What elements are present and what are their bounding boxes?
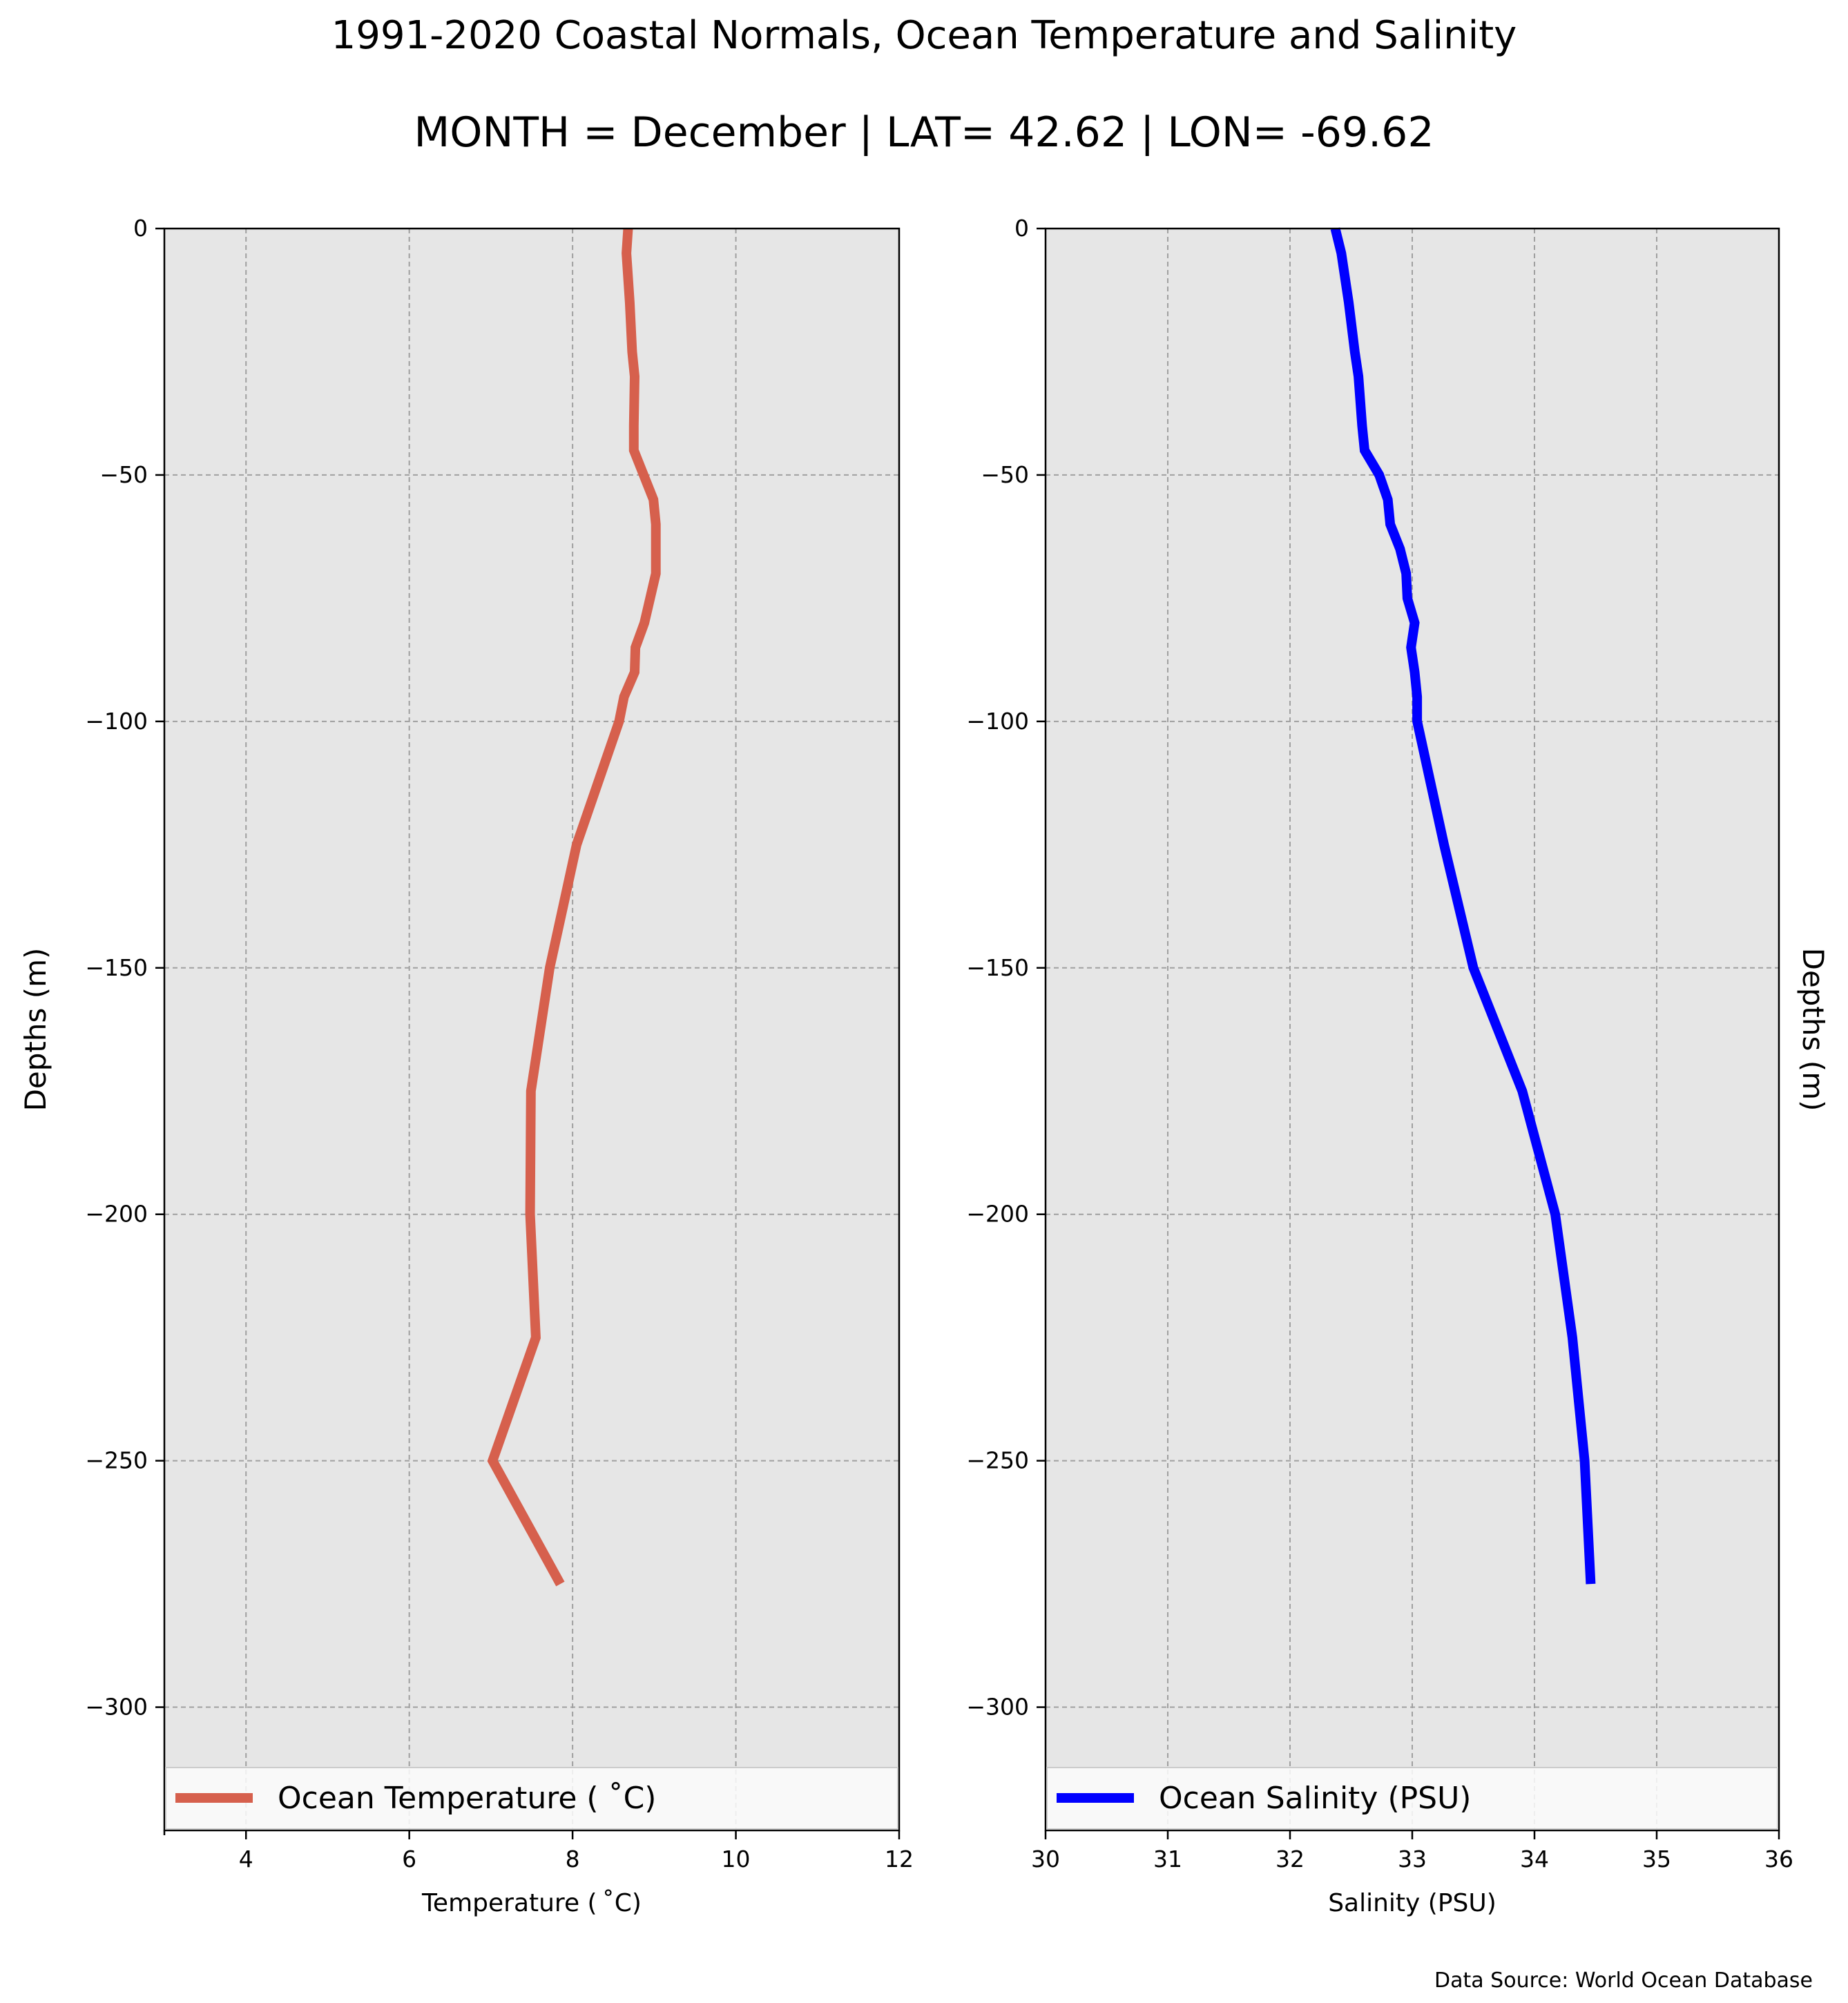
salinity-xtick-label: 34 <box>1520 1846 1549 1873</box>
salinity-xtick-label: 32 <box>1276 1846 1305 1873</box>
salinity-xtick-label: 33 <box>1398 1846 1427 1873</box>
salinity-xtick-label: 35 <box>1642 1846 1671 1873</box>
temperature-ytick-label: −300 <box>85 1694 148 1721</box>
salinity-ytick-label: −150 <box>966 954 1029 981</box>
temperature-xtick-label: 6 <box>402 1846 416 1873</box>
temperature-ytick-label: −150 <box>85 954 148 981</box>
temperature-xtick-label: 12 <box>885 1846 914 1873</box>
temperature-legend-label: Ocean Temperature ( ˚C) <box>278 1781 656 1816</box>
temperature-ytick-label: −200 <box>85 1201 148 1228</box>
salinity-legend: Ocean Salinity (PSU) <box>1046 1767 1778 1830</box>
temperature-xtick-label: 10 <box>722 1846 751 1873</box>
temperature-xtick-label: 4 <box>239 1846 253 1873</box>
salinity-legend-box <box>1046 1767 1778 1830</box>
salinity-series-line <box>1330 227 1596 1585</box>
chart-title: 1991-2020 Coastal Normals, Ocean Tempera… <box>331 13 1517 58</box>
salinity-ytick-label: −250 <box>966 1447 1029 1474</box>
chart-subtitle: MONTH = December | LAT= 42.62 | LON= -69… <box>414 108 1434 157</box>
temperature-xtick-label: 8 <box>566 1846 580 1873</box>
salinity-ytick-label: −200 <box>966 1201 1029 1228</box>
temperature-series-line <box>487 228 661 1587</box>
salinity-ytick-label: −100 <box>966 708 1029 735</box>
salinity-xtick-label: 36 <box>1764 1846 1793 1873</box>
temperature-yaxis-label: Depths (m) <box>19 948 52 1112</box>
temperature-ytick-label: −100 <box>85 708 148 735</box>
salinity-yaxis-label: Depths (m) <box>1796 948 1830 1112</box>
salinity-xaxis-label: Salinity (PSU) <box>1328 1889 1496 1917</box>
salinity-ytick-label: −300 <box>966 1694 1029 1721</box>
temperature-ytick-label: −50 <box>99 461 148 488</box>
salinity-xtick-label: 31 <box>1153 1846 1182 1873</box>
temperature-xaxis-label: Temperature ( ˚C) <box>421 1889 642 1917</box>
data-source-note: Data Source: World Ocean Database <box>1434 1968 1813 1993</box>
salinity-ytick-label: 0 <box>1014 215 1029 242</box>
temperature-axes-frame <box>163 227 901 1832</box>
temperature-ytick-label: −250 <box>85 1447 148 1474</box>
temperature-ytick-label: 0 <box>133 215 148 242</box>
temperature-legend: Ocean Temperature ( ˚C) <box>165 1767 898 1830</box>
salinity-xtick-label: 30 <box>1031 1846 1060 1873</box>
temperature-legend-box <box>165 1767 898 1830</box>
salinity-ytick-label: −50 <box>981 461 1029 488</box>
salinity-legend-label: Ocean Salinity (PSU) <box>1159 1781 1471 1816</box>
temperature-panel: 0 −50 −100 −150 −200 −250 −300 4 6 8 10 12 Temperatu… <box>19 215 914 1917</box>
salinity-panel: 0 −50 −100 −150 −200 −250 −300 30 31 32 33 34 35 36 Sa… <box>966 215 1830 1917</box>
temperature-plot-area <box>164 229 899 1830</box>
